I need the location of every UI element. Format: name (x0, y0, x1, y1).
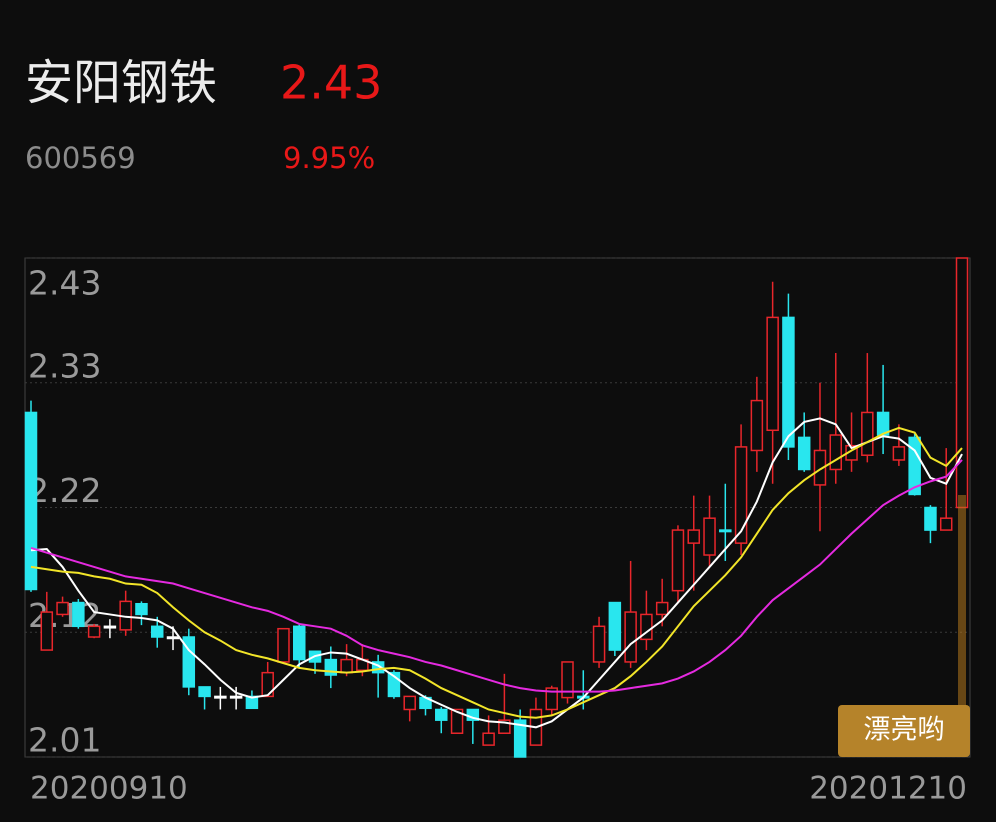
candle-body (277, 627, 290, 663)
moving-average-line (30, 459, 963, 693)
candle-body (892, 446, 906, 461)
candle-body (624, 611, 637, 663)
candle-body (166, 636, 180, 640)
candle-body (876, 411, 890, 436)
stock-code: 600569 (25, 141, 136, 175)
candle-body (655, 601, 669, 616)
candle-body (734, 446, 748, 544)
badge-button[interactable] (838, 705, 970, 757)
moving-average-line (30, 417, 963, 729)
candle-body (482, 732, 495, 746)
candle-body (955, 257, 969, 509)
highlight-bar (958, 495, 966, 705)
candle-body (703, 517, 716, 556)
candle-body (687, 529, 700, 544)
candle-body (750, 399, 764, 452)
candle-body (450, 708, 464, 734)
plot: 2.012.122.222.332.43 (24, 257, 970, 760)
candle-body (103, 625, 117, 629)
candle-body (245, 695, 259, 710)
x-tick-label: 20201210 (809, 771, 967, 807)
stock-price: 2.43 (280, 56, 382, 110)
badge-text[interactable]: 漂亮哟 (864, 715, 945, 746)
candle-body (719, 529, 732, 533)
y-tick-label: 2.43 (28, 264, 101, 303)
y-tick-label: 2.33 (28, 346, 101, 385)
candle-body (592, 625, 606, 663)
candle-body (72, 601, 85, 628)
candle-body (40, 611, 54, 651)
candle-body (782, 316, 795, 448)
candle-body (766, 316, 779, 432)
candle-body (324, 658, 338, 676)
candle-body (671, 529, 685, 592)
candle-body (403, 695, 416, 711)
candle-body (608, 601, 622, 651)
candle-body (214, 695, 227, 699)
candle-body (435, 708, 448, 721)
moving-average-line (30, 426, 963, 719)
candle-body (829, 434, 843, 471)
candle-body (229, 695, 243, 699)
candle-body (813, 449, 827, 486)
candle-body (135, 602, 148, 616)
candle-body (198, 686, 211, 698)
candle-body (150, 625, 164, 638)
candle-body (340, 658, 353, 674)
candle-body (861, 411, 874, 456)
candle-body (371, 661, 385, 674)
candle-body (24, 411, 38, 591)
candle-body (498, 719, 511, 734)
candle-body (182, 636, 196, 688)
candle-body (261, 671, 274, 698)
x-tick-label: 20200910 (30, 771, 188, 807)
candle-body (293, 625, 306, 661)
y-tick-label: 2.01 (28, 721, 101, 760)
candle-body (908, 436, 921, 496)
candle-body (924, 506, 937, 531)
candle-body (56, 601, 69, 616)
candle-body (939, 517, 953, 531)
price-change: 9.95% (283, 141, 375, 175)
stock-name: 安阳钢铁 (25, 55, 217, 111)
y-tick-label: 2.22 (28, 471, 101, 510)
candle-body (561, 661, 574, 699)
candle-body (513, 719, 527, 758)
candle-body (797, 436, 811, 471)
candle-body (87, 625, 101, 638)
candle-body (545, 687, 558, 711)
candle-body (387, 671, 401, 698)
